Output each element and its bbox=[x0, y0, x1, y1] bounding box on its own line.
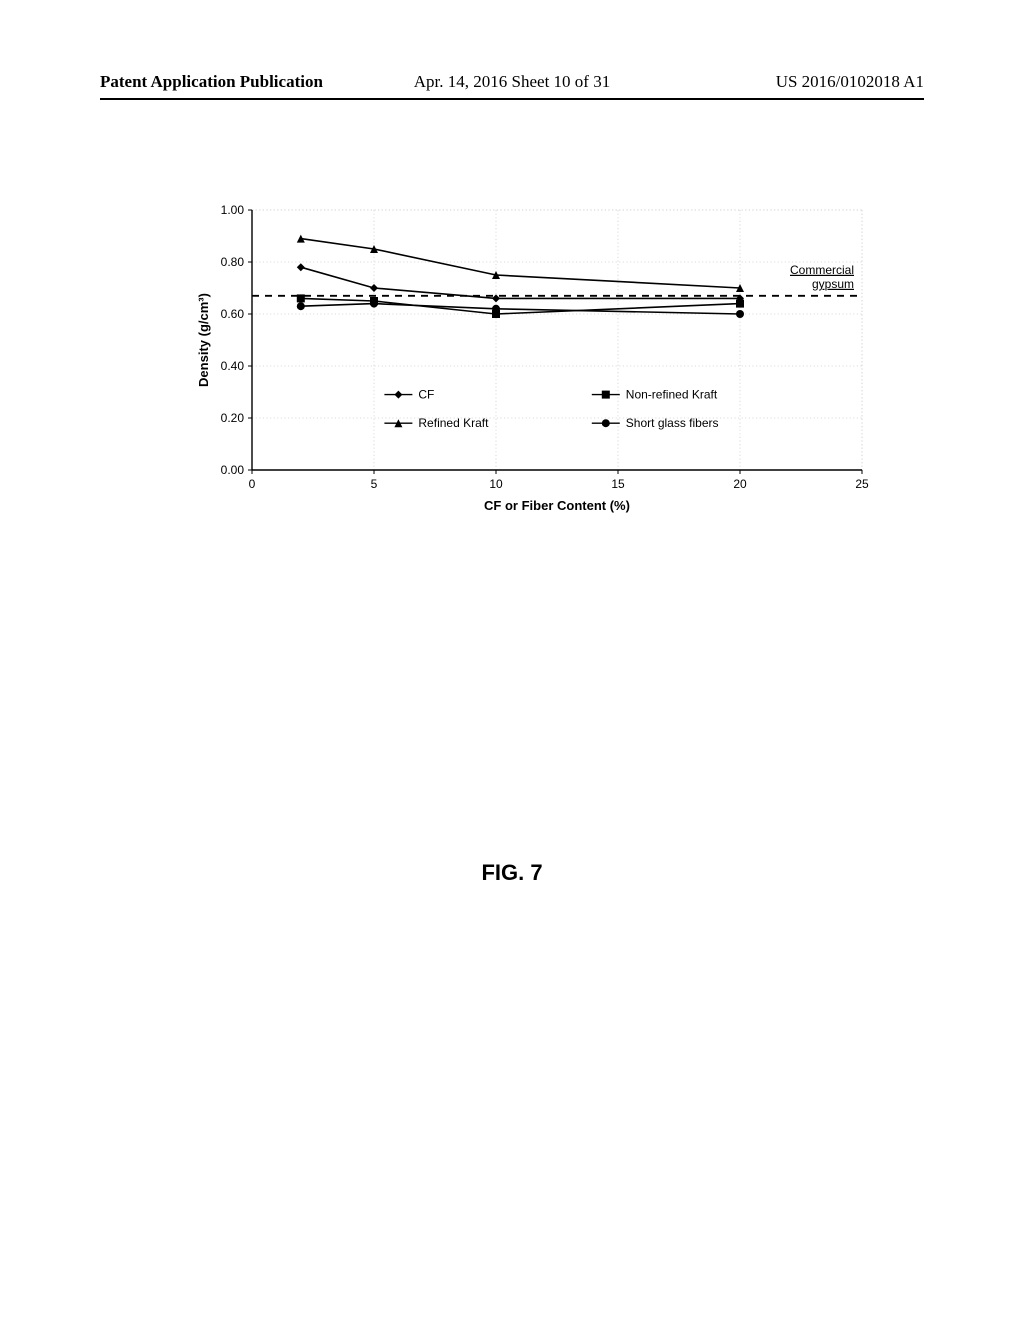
x-tick-label: 5 bbox=[371, 477, 378, 491]
figure-caption: FIG. 7 bbox=[0, 860, 1024, 886]
chart-svg: 0 5 10 15 20 25 0.00 0.20 0.40 0.60 0.80 1.00 CF or … bbox=[192, 200, 892, 540]
header-rule bbox=[100, 98, 924, 100]
y-tick-label: 0.60 bbox=[221, 307, 245, 321]
x-tick-label: 15 bbox=[611, 477, 625, 491]
legend-label: CF bbox=[418, 388, 434, 402]
legend-entry: Non-refined Kraft bbox=[592, 388, 718, 402]
gridlines bbox=[252, 210, 862, 470]
series-refined-kraft bbox=[297, 235, 744, 292]
y-tick-label: 0.20 bbox=[221, 411, 245, 425]
density-chart: 0 5 10 15 20 25 0.00 0.20 0.40 0.60 0.80 1.00 CF or … bbox=[192, 200, 892, 540]
legend-entry: CF bbox=[384, 388, 434, 402]
x-tick-label: 0 bbox=[249, 477, 256, 491]
x-tick-label: 10 bbox=[489, 477, 503, 491]
series-cf bbox=[297, 263, 744, 302]
x-tick-label: 25 bbox=[855, 477, 869, 491]
page: Patent Application Publication Apr. 14, … bbox=[0, 0, 1024, 1320]
series-short-glass-fibers bbox=[297, 300, 744, 318]
legend-label: Refined Kraft bbox=[418, 416, 489, 430]
legend-label: Non-refined Kraft bbox=[626, 388, 718, 402]
x-tick-label: 20 bbox=[733, 477, 747, 491]
legend-entry: Short glass fibers bbox=[592, 416, 719, 430]
y-tick-label: 0.40 bbox=[221, 359, 245, 373]
reference-label-line1: Commercial bbox=[790, 263, 854, 277]
y-tick-label: 0.00 bbox=[221, 463, 245, 477]
y-tick-label: 1.00 bbox=[221, 203, 245, 217]
reference-label-line2: gypsum bbox=[812, 277, 854, 291]
x-axis-label: CF or Fiber Content (%) bbox=[484, 498, 630, 513]
header-right: US 2016/0102018 A1 bbox=[776, 72, 924, 92]
y-axis-label: Density (g/cm³) bbox=[196, 293, 211, 387]
legend-label: Short glass fibers bbox=[626, 416, 719, 430]
y-tick-label: 0.80 bbox=[221, 255, 245, 269]
